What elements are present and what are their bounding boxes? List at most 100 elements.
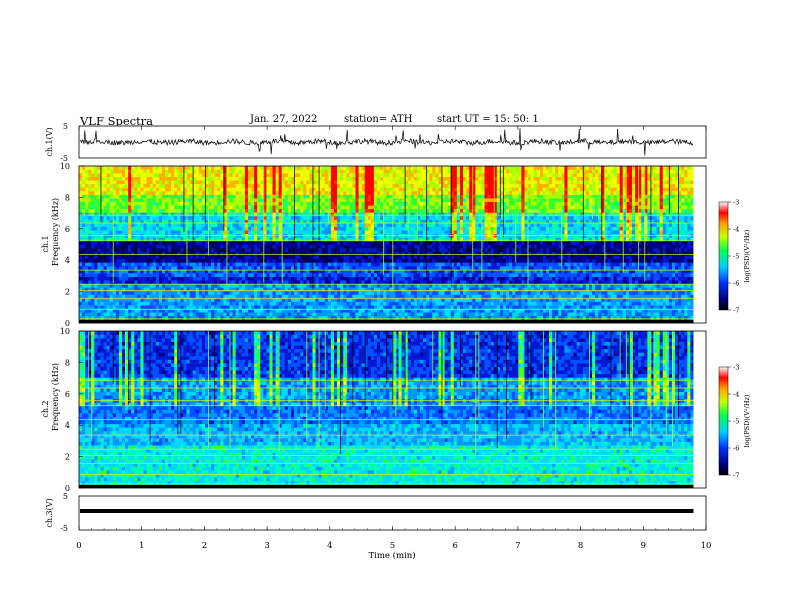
ch1-spectrogram-cell	[241, 301, 246, 306]
ch1-spectrogram-cell	[389, 187, 393, 192]
ch1-spectrogram-cell	[284, 223, 289, 227]
ch1-spectrogram-cell	[312, 315, 316, 320]
ch1-spectrogram-cell	[306, 226, 310, 231]
ch1-spectrogram-cell	[244, 215, 249, 220]
ch1-spectrogram-cell	[238, 187, 243, 192]
ch1-spectrogram-cell	[165, 305, 169, 310]
ch1-spectrogram-cell	[165, 237, 169, 242]
ch1-spectrogram-cell	[131, 280, 135, 285]
ch1-spectrogram-cell	[82, 237, 86, 242]
ch1-spectrogram-cell	[94, 244, 98, 249]
ch1-spectrogram-cell	[404, 212, 409, 217]
ch1-spectrogram-cell	[223, 219, 227, 224]
ch1-spectrogram-cell	[383, 237, 387, 242]
ch1-spectrogram-cell	[297, 290, 301, 295]
ch1-spectrogram-cell	[217, 219, 221, 224]
ch1-spectrogram-cell	[134, 215, 138, 220]
ch1-spectrogram-cell	[220, 194, 224, 199]
ch1-spectrogram-cell	[208, 223, 212, 227]
ch1-spectrogram-cell	[125, 312, 129, 317]
ch1-spectrogram-cell	[272, 312, 276, 317]
ch1-spectrogram-cell	[201, 166, 206, 170]
ch1-spectrogram-cell	[358, 269, 362, 274]
ch1-spectrogram-cell	[346, 230, 350, 235]
ch1-spectrogram-cell	[290, 298, 295, 302]
ch1-spectrogram-cell	[189, 315, 193, 320]
ch1-spectrogram-cell	[257, 198, 261, 202]
ch1-spectrogram-cell	[180, 290, 184, 295]
ch1-spectrogram-cell	[91, 212, 95, 217]
ch1-spectrogram-cell	[275, 169, 279, 174]
ch1-spectrogram-cell	[284, 215, 289, 220]
ch1-spectrogram-cell	[349, 194, 353, 199]
ch1-spectrogram-cell	[297, 190, 301, 195]
ch1-spectrogram-cell	[398, 269, 402, 274]
ch1-spectrogram-cell	[125, 187, 129, 192]
ch1-spectrogram-cell	[346, 201, 350, 206]
ch1-spectrogram-cell	[315, 287, 319, 292]
ch1-spectrogram-cell	[278, 187, 283, 192]
ch1-spectrogram-cell	[358, 244, 362, 249]
ch1-spectrogram-cell	[226, 294, 230, 299]
ch1-spectrogram-cell	[346, 265, 350, 270]
ch1-spectrogram-cell	[355, 194, 359, 199]
ch1-spectrogram-cell	[195, 298, 200, 302]
ch1-spectrogram-cell	[195, 169, 200, 174]
ch1-spectrogram-cell	[361, 237, 366, 242]
ch1-spectrogram-cell	[389, 169, 393, 174]
ch1-spectrogram-cell	[407, 226, 412, 231]
ch1-spectrogram-cell	[306, 180, 310, 185]
ch1-spectrogram-cell	[198, 176, 203, 181]
ch1-spectrogram-cell	[346, 187, 350, 192]
ch1-spectrogram-cell	[318, 290, 323, 295]
ch1-spectrogram-cell	[146, 198, 150, 202]
ch1-spectrogram-cell	[82, 183, 86, 188]
ch1-spectrogram-cell	[352, 187, 356, 192]
ch1-spectrogram-cell	[149, 173, 154, 178]
ch1-spectrogram-cell	[337, 269, 341, 274]
ch1-spectrogram-cell	[131, 248, 135, 252]
ch1-spectrogram-cell	[115, 280, 120, 285]
ch1-spectrogram-cell	[281, 226, 286, 231]
ch1-spectrogram-cell	[358, 230, 362, 235]
ch1-spectrogram-cell	[300, 230, 304, 235]
ch1-spectrogram-cell	[309, 294, 313, 299]
ch1-spectrogram-cell	[131, 194, 135, 199]
ch1-spectrogram-cell	[352, 194, 356, 199]
ch1-spectrogram-cell	[309, 183, 313, 188]
ch1-spectrogram-cell	[337, 312, 341, 317]
ch1-spectrogram-cell	[386, 294, 390, 299]
ch1-spectrogram-cell	[137, 208, 141, 213]
ch1-spectrogram-cell	[180, 294, 184, 299]
ch1-spectrogram-cell	[223, 173, 227, 178]
ch1-spectrogram-cell	[297, 294, 301, 299]
ch1-spectrogram-cell	[94, 298, 98, 302]
ch1-spectrogram-cell	[361, 315, 366, 320]
ch1-spectrogram-cell	[143, 290, 147, 295]
ch1-spectrogram-cell	[131, 183, 135, 188]
ch1-spectrogram-cell	[343, 244, 347, 249]
ch1-spectrogram-cell	[100, 255, 104, 260]
ch1-spectrogram-cell	[244, 312, 249, 317]
ch1-spectrogram-cell	[324, 312, 329, 317]
ch1-spectrogram-cell	[275, 240, 279, 245]
ch1-spectrogram-cell	[410, 305, 415, 310]
ch1-spectrogram-cell	[155, 190, 160, 195]
ch1-spectrogram-cell	[174, 283, 178, 288]
ch1-spectrogram-cell	[413, 251, 418, 256]
ch1-spectrogram-cell	[413, 190, 418, 195]
ch1-spectrogram-cell	[315, 265, 319, 270]
ch1-spectrogram-cell	[251, 255, 255, 260]
ch1-spectrogram-cell	[192, 240, 197, 245]
ch1-spectrogram-cell	[241, 205, 246, 210]
ch1-spectrogram-cell	[303, 269, 307, 274]
ch1-spectrogram-cell	[183, 315, 187, 320]
ch1-spectrogram-cell	[244, 301, 249, 306]
ch1-spectrogram-cell	[134, 180, 138, 185]
ch1-spectrogram-cell	[232, 269, 236, 274]
ch1-spectrogram-cell	[115, 183, 120, 188]
ch1-spectrogram-cell	[238, 180, 243, 185]
ch1-spectrogram-cell	[106, 301, 111, 306]
ch1-spectrogram-cell	[306, 269, 310, 274]
ch1-spectrogram-cell	[269, 212, 273, 217]
